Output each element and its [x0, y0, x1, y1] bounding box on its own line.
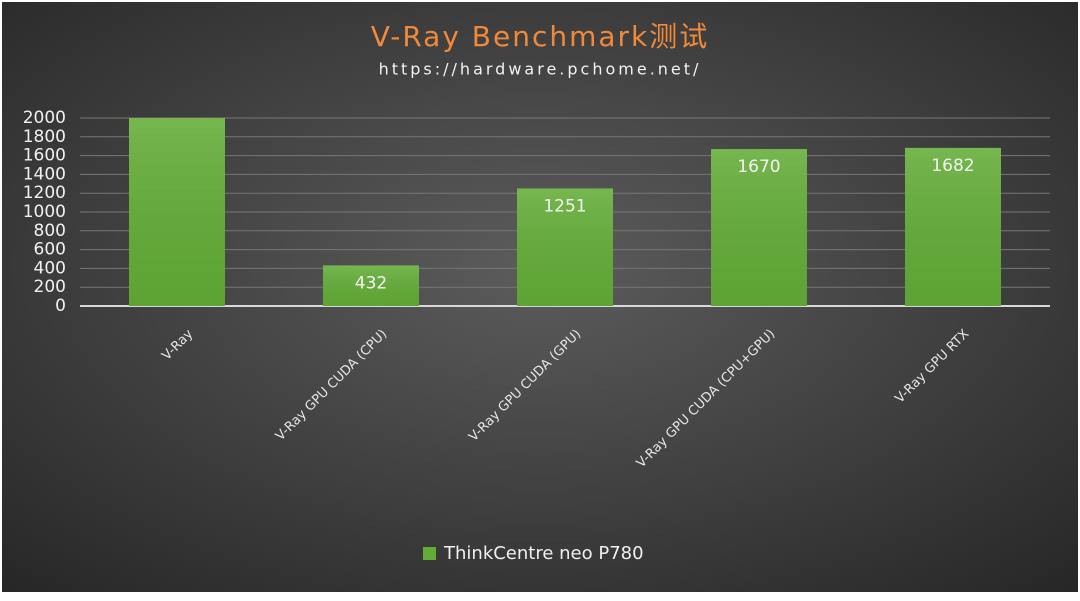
y-tick-label: 1600 [23, 146, 66, 166]
bar-shade [129, 118, 225, 306]
y-tick-label: 1400 [23, 164, 66, 184]
bar-shade [517, 188, 613, 306]
bar-shade [711, 149, 807, 306]
y-tick-label: 200 [34, 277, 66, 297]
chart-title: V-Ray Benchmark测试 [371, 20, 710, 53]
bar-shade [905, 147, 1001, 306]
data-label: 1682 [931, 156, 974, 176]
y-tick-label: 1800 [23, 127, 66, 147]
legend-label: ThinkCentre neo P780 [443, 543, 644, 564]
y-tick-label: 600 [34, 240, 66, 260]
data-label: 1670 [737, 157, 780, 177]
y-tick-label: 0 [55, 296, 66, 316]
y-tick-label: 1200 [23, 183, 66, 203]
chart-subtitle: https://hardware.pchome.net/ [379, 60, 702, 79]
legend-swatch [423, 547, 436, 560]
y-tick-label: 2000 [23, 108, 66, 128]
data-label: 432 [355, 273, 387, 293]
bar-shade [323, 265, 419, 306]
y-tick-label: 400 [34, 258, 66, 278]
y-tick-label: 1000 [23, 202, 66, 222]
data-label: 1251 [543, 196, 586, 216]
y-tick-label: 800 [34, 221, 66, 241]
